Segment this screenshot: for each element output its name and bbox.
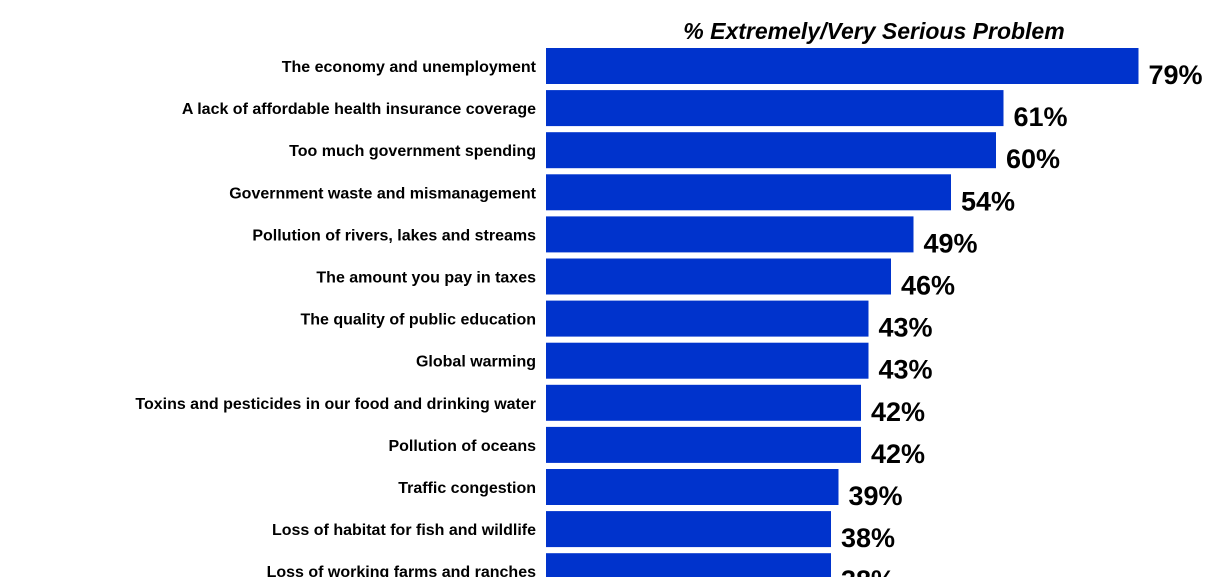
value-label-5: 46% [901,271,955,301]
value-label-2: 60% [1006,144,1060,174]
bars-layer: The economy and unemployment 79% A lack of… [135,48,1203,577]
bar-5 [546,258,891,295]
bar-0 [546,48,1139,84]
chart-title: % Extremely/Very Serious Problem [683,18,1064,44]
value-label-7: 43% [879,355,933,385]
category-label-10: Traffic congestion [398,480,536,497]
bar-11 [546,511,831,548]
value-label-1: 61% [1014,102,1068,132]
value-label-8: 42% [871,397,925,427]
bar-1 [546,90,1004,127]
bar-10 [546,469,839,505]
value-label-6: 43% [879,313,933,343]
category-label-12: Loss of working farms and ranches [267,564,537,577]
category-label-11: Loss of habitat for fish and wildlife [272,522,536,539]
category-label-1: A lack of affordable health insurance co… [182,101,536,118]
value-label-4: 49% [924,228,978,258]
category-label-0: The economy and unemployment [282,59,537,76]
value-label-11: 38% [841,523,895,553]
value-label-10: 39% [849,481,903,511]
category-label-4: Pollution of rivers, lakes and streams [252,227,536,244]
bar-4 [546,216,914,253]
bar-8 [546,384,861,421]
category-label-9: Pollution of oceans [388,438,536,455]
bar-7 [546,342,869,379]
bar-2 [546,132,996,169]
value-label-3: 54% [961,186,1015,216]
bar-12 [546,553,831,577]
category-label-3: Government waste and mismanagement [229,185,536,202]
value-label-12: 38% [841,565,895,577]
category-label-5: The amount you pay in taxes [316,270,536,287]
bar-3 [546,174,951,211]
category-label-2: Too much government spending [289,143,536,160]
value-label-0: 79% [1149,60,1203,90]
category-label-7: Global warming [416,354,536,371]
value-label-9: 42% [871,439,925,469]
bar-9 [546,426,861,463]
bar-6 [546,300,869,337]
category-label-6: The quality of public education [300,312,536,329]
category-label-8: Toxins and pesticides in our food and dr… [135,396,536,413]
